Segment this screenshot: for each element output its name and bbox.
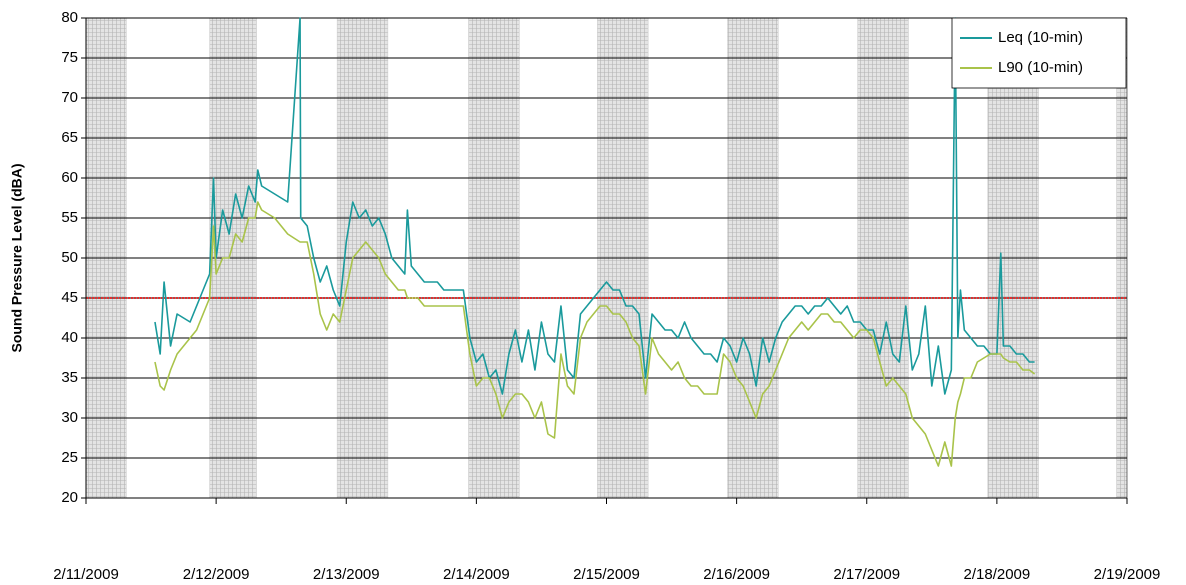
y-tick-label: 75 <box>61 49 78 66</box>
y-tick-label: 35 <box>61 369 78 386</box>
line-layer <box>154 17 1036 467</box>
y-tick-label: 30 <box>61 409 78 426</box>
x-tick-label: 2/15/2009 <box>573 566 640 583</box>
y-tick-label: 25 <box>61 449 78 466</box>
y-tick-label: 70 <box>61 89 78 106</box>
y-tick-label: 65 <box>61 129 78 146</box>
legend-label: Leq (10-min) <box>998 29 1083 46</box>
y-tick-label: 45 <box>61 289 78 306</box>
y-tick-label: 50 <box>61 249 78 266</box>
y-tick-label: 55 <box>61 209 78 226</box>
x-tick-label: 2/18/2009 <box>964 566 1031 583</box>
x-tick-label: 2/14/2009 <box>443 566 510 583</box>
grid-layer <box>86 17 1127 499</box>
y-tick-label: 60 <box>61 169 78 186</box>
legend-box <box>951 17 1127 89</box>
x-tick-label: 2/12/2009 <box>183 566 250 583</box>
legend-label: L90 (10-min) <box>998 59 1083 76</box>
legend: Leq (10-min) L90 (10-min) <box>951 17 1127 89</box>
y-tick-label: 20 <box>61 489 78 506</box>
x-tick-label: 2/16/2009 <box>703 566 770 583</box>
y-axis-label: Sound Pressure Level (dBA) <box>9 163 25 352</box>
series-line <box>154 201 1036 467</box>
x-tick-label: 2/19/2009 <box>1094 566 1161 583</box>
x-tick-label: 2/13/2009 <box>313 566 380 583</box>
y-tick-label: 40 <box>61 329 78 346</box>
axis-layer: 20 25 30 35 40 45 50 55 60 65 70 75 80 2/11/2009 2/12/… <box>53 9 1160 583</box>
y-tick-label: 80 <box>61 9 78 26</box>
x-tick-label: 2/11/2009 <box>53 566 119 583</box>
series-line <box>154 17 1035 395</box>
x-tick-label: 2/17/2009 <box>833 566 900 583</box>
